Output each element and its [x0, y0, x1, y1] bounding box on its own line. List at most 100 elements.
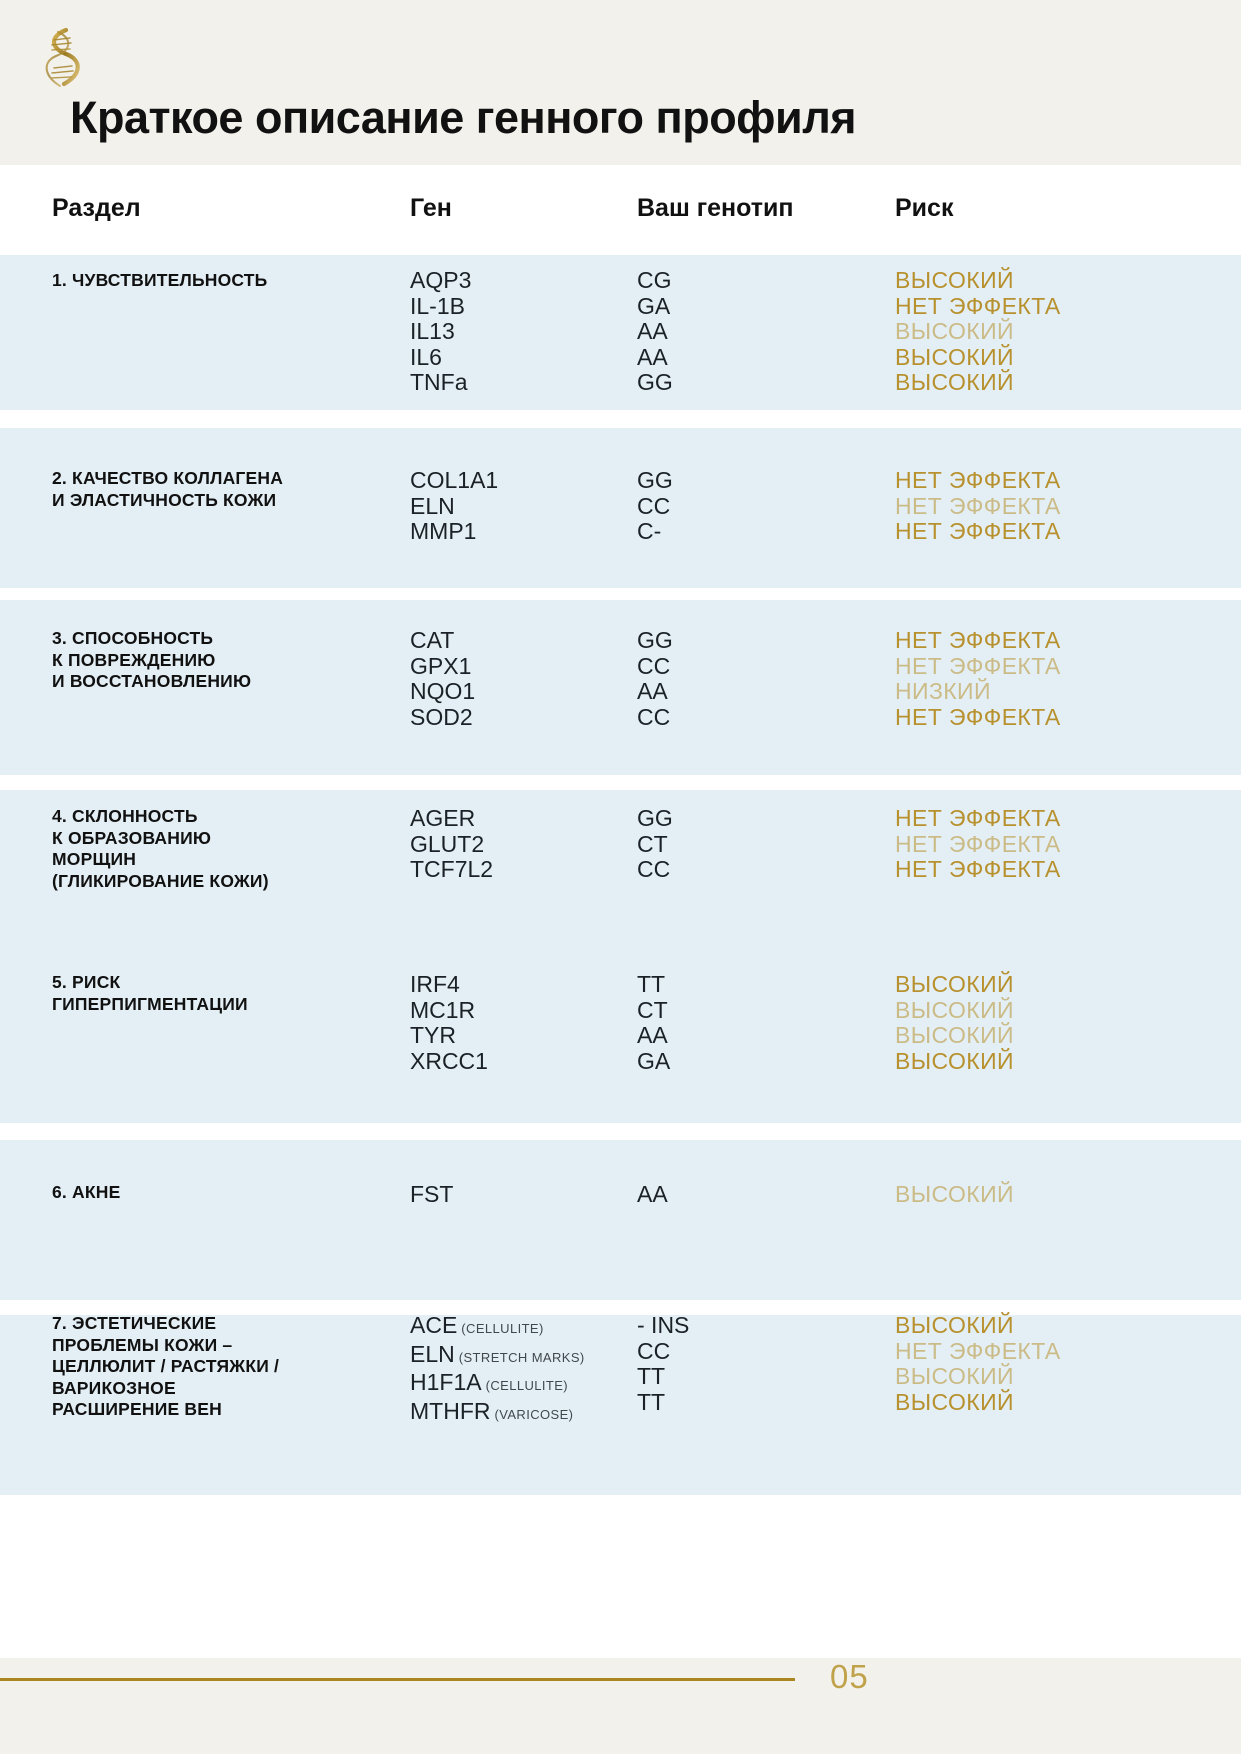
risk-column: НЕТ ЭФФЕКТА НЕТ ЭФФЕКТА НЕТ ЭФФЕКТА: [895, 805, 1061, 883]
column-header-section: Раздел: [52, 194, 141, 222]
risk-badge: НЕТ ЭФФЕКТА: [895, 1337, 1061, 1364]
risk-column: ВЫСОКИЙ НЕТ ЭФФЕКТА ВЫСОКИЙ ВЫСОКИЙ: [895, 1312, 1061, 1415]
gene-name: IL6: [410, 343, 442, 370]
risk-badge: ВЫСОКИЙ: [895, 1363, 1014, 1389]
risk-badge: НИЗКИЙ: [895, 678, 991, 704]
genotype-value: AA: [637, 318, 668, 344]
risk-badge: ВЫСОКИЙ: [895, 343, 1014, 370]
risk-badge: ВЫСОКИЙ: [895, 267, 1014, 293]
risk-column: НЕТ ЭФФЕКТА НЕТ ЭФФЕКТА НИЗКИЙ НЕТ ЭФФЕКТА: [895, 627, 1061, 730]
gene-name: MTHFR (VARICOSE): [410, 1397, 574, 1424]
table-section: 1. ЧУВСТВИТЕЛЬНОСТЬ AQP3 IL-1B IL13 IL6 TNFa C…: [0, 255, 1241, 410]
risk-column: ВЫСОКИЙ ВЫСОКИЙ ВЫСОКИЙ ВЫСОКИЙ: [895, 971, 1014, 1074]
footer-divider: [0, 1678, 795, 1681]
risk-badge: ВЫСОКИЙ: [895, 318, 1014, 344]
gene-name: NQO1: [410, 678, 476, 704]
genotype-value: GG: [637, 369, 673, 395]
risk-badge: ВЫСОКИЙ: [895, 369, 1014, 395]
risk-column: НЕТ ЭФФЕКТА НЕТ ЭФФЕКТА НЕТ ЭФФЕКТА: [895, 467, 1061, 545]
genotype-value: CC: [637, 856, 671, 882]
column-header-genotype: Ваш генотип: [637, 194, 794, 222]
risk-badge: НЕТ ЭФФЕКТА: [895, 703, 1061, 730]
gene-column: AQP3 IL-1B IL13 IL6 TNFa: [410, 267, 471, 396]
genotype-value: TT: [637, 1388, 666, 1415]
table-section: 4. СКЛОННОСТЬ К ОБРАЗОВАНИЮ МОРЩИН (ГЛИК…: [0, 790, 1241, 965]
genotype-column: GG CT CC: [637, 805, 673, 883]
section-label: 7. ЭСТЕТИЧЕСКИЕ ПРОБЛЕМЫ КОЖИ – ЦЕЛЛЮЛИТ…: [52, 1313, 280, 1419]
genotype-value: TT: [637, 1363, 666, 1389]
genotype-value: CG: [637, 267, 672, 293]
risk-column: ВЫСОКИЙ: [895, 1181, 1014, 1208]
genotype-value: CC: [637, 492, 671, 519]
risk-badge: НЕТ ЭФФЕКТА: [895, 805, 1061, 831]
risk-badge: НЕТ ЭФФЕКТА: [895, 518, 1061, 544]
section-label: 6. АКНЕ: [52, 1182, 121, 1202]
genotype-value: CC: [637, 703, 671, 730]
footer-band: [0, 1658, 1241, 1754]
risk-badge: ВЫСОКИЙ: [895, 996, 1014, 1023]
gene-name: TYR: [410, 1022, 456, 1048]
risk-badge: НЕТ ЭФФЕКТА: [895, 492, 1061, 519]
gene-name: CAT: [410, 627, 455, 653]
page-number: 05: [830, 1658, 869, 1695]
section-label: 4. СКЛОННОСТЬ К ОБРАЗОВАНИЮ МОРЩИН (ГЛИК…: [52, 806, 269, 891]
risk-badge: ВЫСОКИЙ: [895, 971, 1014, 997]
risk-badge: НЕТ ЭФФЕКТА: [895, 652, 1061, 679]
genotype-value: CT: [637, 996, 668, 1023]
risk-badge: ВЫСОКИЙ: [895, 1047, 1014, 1074]
gene-column: CAT GPX1 NQO1 SOD2: [410, 627, 476, 730]
risk-badge: НЕТ ЭФФЕКТА: [895, 292, 1061, 319]
gene-name: IL13: [410, 318, 455, 344]
gene-name: ELN: [410, 492, 455, 519]
gene-note: (CELLULITE): [481, 1378, 569, 1393]
section-label: 3. СПОСОБНОСТЬ К ПОВРЕЖДЕНИЮ И ВОССТАНОВ…: [52, 628, 252, 691]
gene-name: MMP1: [410, 518, 477, 544]
dna-helix-icon: [36, 24, 88, 92]
risk-badge: ВЫСОКИЙ: [895, 1388, 1014, 1415]
genotype-value: GG: [637, 627, 673, 653]
gene-column: FST: [410, 1181, 454, 1208]
risk-badge: НЕТ ЭФФЕКТА: [895, 467, 1061, 493]
section-label: 2. КАЧЕСТВО КОЛЛАГЕНА И ЭЛАСТИЧНОСТЬ КОЖ…: [52, 468, 284, 510]
risk-badge: НЕТ ЭФФЕКТА: [895, 627, 1061, 653]
genotype-value: AA: [637, 1022, 668, 1048]
gene-name: TCF7L2: [410, 856, 494, 882]
genotype-value: AA: [637, 1181, 668, 1207]
genotype-value: CT: [637, 830, 668, 857]
genotype-column: CG GA AA AA GG: [637, 267, 673, 396]
genotype-column: - INS CC TT TT: [637, 1312, 689, 1415]
genotype-value: GA: [637, 292, 671, 319]
genotype-value: GG: [637, 467, 673, 493]
table-section: 2. КАЧЕСТВО КОЛЛАГЕНА И ЭЛАСТИЧНОСТЬ КОЖ…: [0, 428, 1241, 588]
gene-column: IRF4 MC1R TYR XRCC1: [410, 971, 488, 1074]
gene-name: TNFa: [410, 369, 468, 395]
gene-name: IL-1B: [410, 292, 465, 319]
gene-column: COL1A1 ELN MMP1: [410, 467, 498, 545]
gene-name: XRCC1: [410, 1047, 488, 1074]
section-label: 5. РИСК ГИПЕРПИГМЕНТАЦИИ: [52, 972, 248, 1014]
gene-name: ELN (STRETCH MARKS): [410, 1340, 585, 1367]
genotype-column: AA: [637, 1181, 668, 1208]
gene-name: FST: [410, 1181, 454, 1207]
gene-name: SOD2: [410, 703, 473, 730]
table-section: 3. СПОСОБНОСТЬ К ПОВРЕЖДЕНИЮ И ВОССТАНОВ…: [0, 600, 1241, 775]
gene-name: AGER: [410, 805, 476, 831]
genotype-column: GG CC C-: [637, 467, 673, 545]
genotype-column: GG CC AA CC: [637, 627, 673, 730]
table-section: 7. ЭСТЕТИЧЕСКИЕ ПРОБЛЕМЫ КОЖИ – ЦЕЛЛЮЛИТ…: [0, 1312, 1241, 1495]
column-header-gene: Ген: [410, 194, 452, 222]
gene-column: ACE (CELLULITE) ELN (STRETCH MARKS) H1F1A …: [410, 1312, 585, 1427]
genotype-value: AA: [637, 343, 668, 370]
risk-badge: ВЫСОКИЙ: [895, 1312, 1014, 1338]
table-section: 5. РИСК ГИПЕРПИГМЕНТАЦИИ IRF4 MC1R TYR XRCC1…: [0, 958, 1241, 1123]
gene-name: MC1R: [410, 996, 476, 1023]
page-title: Краткое описание генного профиля: [70, 92, 857, 143]
gene-name: H1F1A (CELLULITE): [410, 1369, 569, 1395]
genotype-column: TT CT AA GA: [637, 971, 670, 1074]
genotype-value: CC: [637, 652, 671, 679]
risk-badge: ВЫСОКИЙ: [895, 1022, 1014, 1048]
risk-badge: НЕТ ЭФФЕКТА: [895, 830, 1061, 857]
gene-name: GPX1: [410, 652, 472, 679]
risk-badge: ВЫСОКИЙ: [895, 1181, 1014, 1207]
section-label: 1. ЧУВСТВИТЕЛЬНОСТЬ: [52, 270, 268, 290]
